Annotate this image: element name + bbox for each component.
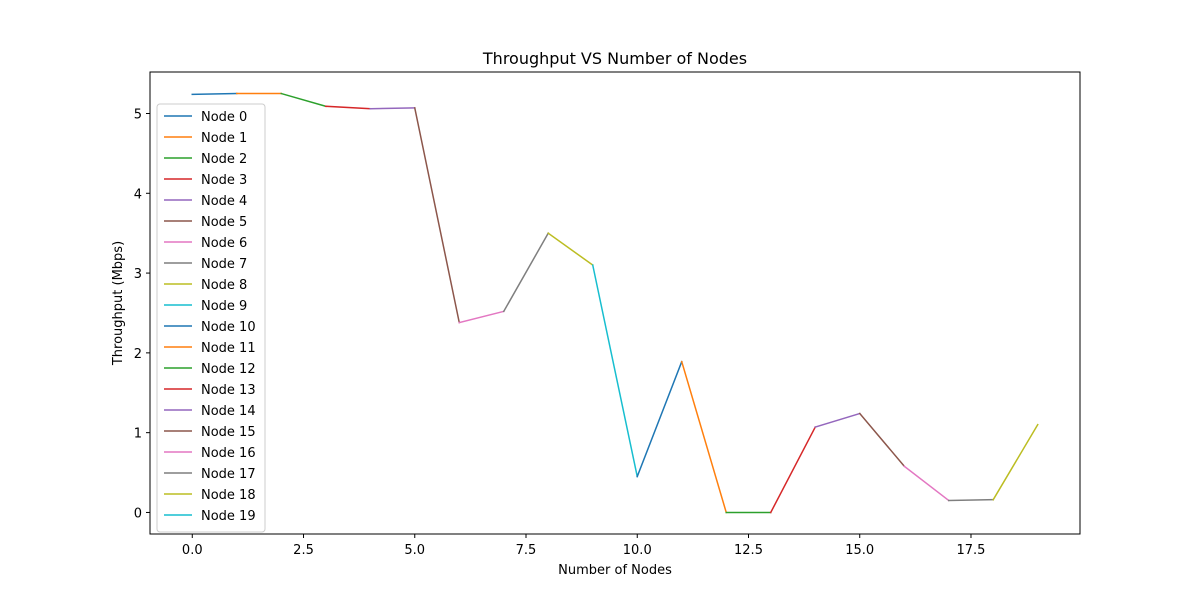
legend-label: Node 16 <box>201 446 256 461</box>
series-line-node-11 <box>680 360 728 514</box>
y-tick-label: 3 <box>134 267 142 282</box>
legend-label: Node 10 <box>201 320 256 335</box>
x-tick-label: 17.5 <box>957 543 986 558</box>
legend-label: Node 15 <box>201 425 256 440</box>
legend-label: Node 18 <box>201 488 256 503</box>
legend-label: Node 9 <box>201 299 247 314</box>
series-line-node-17 <box>947 498 994 502</box>
legend-label: Node 0 <box>201 110 247 125</box>
legend-label: Node 19 <box>201 509 256 524</box>
y-tick-label: 4 <box>134 187 142 202</box>
legend-label: Node 1 <box>201 131 247 146</box>
chart-title: Throughput VS Number of Nodes <box>482 49 747 68</box>
series-line-node-8 <box>547 232 594 267</box>
y-tick-label: 0 <box>134 506 142 521</box>
x-tick-label: 0.0 <box>182 543 203 558</box>
series-line-node-16 <box>903 465 950 502</box>
legend: Node 0 Node 1 Node 2 Node 3 Node 4 Node 5 Node… <box>156 103 266 533</box>
legend-label: Node 2 <box>201 152 247 167</box>
x-tick-label: 12.5 <box>734 543 763 558</box>
legend-label: Node 17 <box>201 467 256 482</box>
legend-label: Node 8 <box>201 278 247 293</box>
legend-label: Node 13 <box>201 383 256 398</box>
x-tick-label: 7.5 <box>516 543 537 558</box>
x-axis-label: Number of Nodes <box>558 563 672 578</box>
plot-area <box>191 92 1039 514</box>
legend-label: Node 11 <box>201 341 256 356</box>
legend-label: Node 6 <box>201 236 247 251</box>
x-axis: 0.0 2.5 5.0 7.5 10.0 12.5 15.0 17.5 <box>182 534 986 558</box>
series-line-node-4 <box>369 107 416 110</box>
y-axis-label: Throughput (Mbps) <box>111 241 126 366</box>
y-tick-label: 2 <box>134 347 142 362</box>
series-line-node-7 <box>502 232 550 313</box>
series-line-node-13 <box>769 426 817 514</box>
legend-label: Node 12 <box>201 362 256 377</box>
legend-label: Node 4 <box>201 194 247 209</box>
legend-label: Node 14 <box>201 404 256 419</box>
series-line-node-9 <box>591 264 639 478</box>
series-line-node-10 <box>636 360 683 478</box>
x-tick-label: 5.0 <box>404 543 425 558</box>
series-line-node-2 <box>280 92 327 108</box>
series-line-node-18 <box>992 423 1039 501</box>
legend-label: Node 5 <box>201 215 247 230</box>
y-axis: 0 1 2 3 4 5 <box>134 107 150 521</box>
y-tick-label: 5 <box>134 107 142 122</box>
y-tick-label: 1 <box>134 427 142 442</box>
legend-label: Node 7 <box>201 257 247 272</box>
legend-frame <box>156 103 266 533</box>
series-line-node-3 <box>324 105 372 110</box>
series-line-node-15 <box>858 412 906 468</box>
x-tick-label: 10.0 <box>623 543 652 558</box>
x-tick-label: 2.5 <box>293 543 314 558</box>
series-line-node-14 <box>814 412 861 429</box>
series-line-node-0 <box>191 92 238 96</box>
series-line-node-6 <box>458 310 505 324</box>
x-tick-label: 15.0 <box>845 543 874 558</box>
series-line-node-5 <box>413 107 461 324</box>
legend-label: Node 3 <box>201 173 247 188</box>
plot-frame <box>149 71 1081 535</box>
